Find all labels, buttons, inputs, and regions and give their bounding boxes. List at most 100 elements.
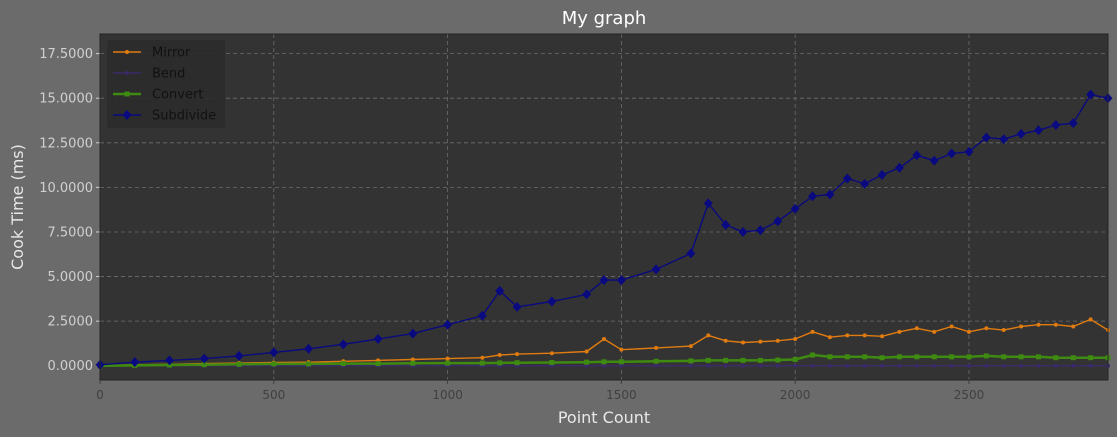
subdivide-point — [686, 248, 696, 259]
subdivide-point — [894, 162, 904, 173]
subdivide-point — [842, 173, 852, 184]
bend-point — [1071, 363, 1076, 368]
y-tick-label: 5.0000 — [48, 270, 94, 285]
convert-point — [949, 354, 955, 360]
convert-point — [514, 360, 520, 366]
subdivide-point — [338, 339, 348, 350]
bend-point — [862, 363, 867, 368]
bend-point — [758, 363, 763, 368]
bend-point — [932, 363, 937, 368]
convert-point — [827, 354, 833, 360]
subdivide-point — [1068, 118, 1078, 129]
bend-point — [949, 363, 954, 368]
bend-point — [654, 363, 659, 368]
subdivide-point — [130, 357, 140, 368]
mirror-point — [410, 357, 415, 362]
x-tick-label: 500 — [262, 388, 285, 402]
bend-point — [602, 363, 606, 368]
plot-frame — [99, 33, 1109, 381]
convert-point — [914, 354, 920, 360]
bend-point — [723, 363, 728, 368]
legend-convert-label: Convert — [152, 88, 203, 103]
y-tick-label: 12.5000 — [39, 136, 93, 151]
mirror-point — [845, 333, 850, 338]
convert-point — [740, 357, 746, 363]
convert-point — [844, 354, 850, 360]
subdivide-point — [755, 225, 765, 236]
mirror-point — [1019, 324, 1024, 329]
y-tick-label: 15.0000 — [39, 92, 93, 107]
mirror-point — [897, 329, 902, 334]
convert-point — [236, 361, 242, 367]
bend-point — [706, 363, 711, 368]
mirror-line — [99, 318, 1109, 367]
convert-point — [1053, 355, 1059, 361]
subdivide-line — [99, 93, 1109, 366]
y-tick-label: 10.0000 — [39, 181, 93, 196]
convert-point — [1088, 355, 1094, 361]
x-axis-label: Point Count — [558, 408, 650, 427]
convert-point — [201, 362, 207, 368]
legend: Mirror Bend Convert Subdivide — [107, 40, 225, 128]
convert-point — [479, 360, 485, 366]
bend-point — [793, 363, 798, 368]
bend-point — [1088, 363, 1093, 368]
subdivide-point — [599, 275, 609, 286]
subdivide-point — [199, 353, 209, 364]
convert-point — [1018, 354, 1024, 360]
subdivide-point — [912, 150, 922, 161]
mirror-point — [758, 339, 763, 344]
subdivide-point — [773, 216, 783, 227]
subdivide-point — [1051, 119, 1061, 130]
mirror-point — [688, 344, 693, 349]
subdivide-point — [165, 355, 175, 366]
bend-point — [914, 363, 919, 368]
bend-point — [1053, 363, 1058, 368]
bend-point — [984, 363, 989, 368]
mirror-point — [497, 353, 502, 358]
convert-point — [1035, 354, 1041, 360]
mirror-point — [1088, 317, 1093, 322]
y-tick-label: 7.5000 — [48, 225, 94, 240]
convert-point — [879, 355, 885, 361]
mirror-point — [827, 335, 832, 340]
convert-point — [723, 357, 729, 363]
bend-point — [619, 363, 624, 368]
convert-point — [306, 361, 312, 367]
subdivide-point — [304, 343, 314, 354]
subdivide-point — [616, 275, 626, 286]
convert-point — [340, 361, 346, 367]
plot-background — [99, 33, 1109, 381]
x-tick-label: 1500 — [606, 388, 637, 402]
subdivide-point — [1016, 128, 1026, 139]
subdivide-point — [443, 319, 453, 330]
convert-point — [549, 360, 555, 366]
mirror-point — [480, 355, 485, 360]
subdivide-point — [981, 132, 991, 143]
subdivide-point — [1086, 89, 1096, 100]
bend-point — [966, 363, 971, 368]
bend-point — [1036, 363, 1041, 368]
mirror-point — [793, 336, 798, 341]
legend-bend-marker — [125, 71, 129, 75]
mirror-point — [549, 351, 554, 356]
convert-point — [410, 360, 416, 366]
subdivide-point — [703, 198, 713, 209]
chart-title: My graph — [562, 8, 647, 29]
subdivide-point — [477, 310, 487, 321]
y-tick-label: 0.0000 — [48, 359, 94, 374]
convert-point — [618, 359, 624, 365]
bend-point — [897, 363, 902, 368]
mirror-point — [966, 329, 971, 334]
convert-point — [705, 357, 711, 363]
mirror-point — [723, 338, 728, 343]
subdivide-point — [547, 296, 557, 307]
bend-point — [1001, 363, 1006, 368]
convert-point — [653, 358, 659, 364]
mirror-point — [914, 326, 919, 331]
mirror-point — [706, 333, 711, 338]
convert-point — [775, 357, 781, 363]
bend-point — [880, 363, 885, 368]
mirror-point — [1053, 322, 1058, 327]
